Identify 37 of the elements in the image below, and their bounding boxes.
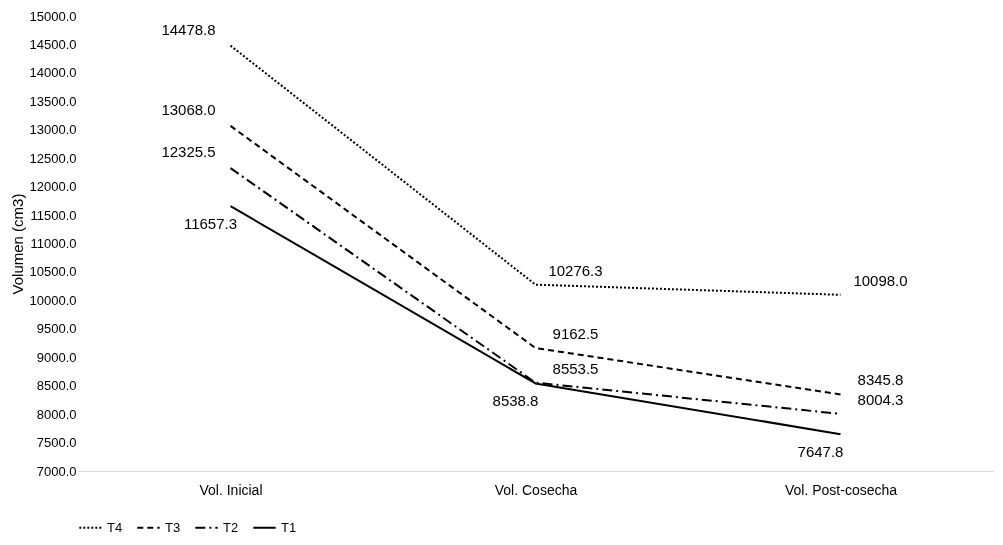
legend-label: T2 bbox=[223, 519, 239, 535]
data-label: 9162.5 bbox=[552, 325, 599, 343]
y-tick-label: 9500.0 bbox=[36, 321, 77, 337]
y-tick-label: 7000.0 bbox=[36, 463, 77, 479]
y-tick-label: 10000.0 bbox=[29, 292, 77, 308]
y-tick-label: 15000.0 bbox=[29, 8, 77, 24]
y-axis-title: Volumen (cm3) bbox=[8, 193, 26, 295]
y-tick-label: 8000.0 bbox=[36, 406, 77, 422]
data-label: 10276.3 bbox=[548, 261, 603, 279]
y-tick-label: 10500.0 bbox=[29, 264, 77, 280]
legend-label: T3 bbox=[165, 519, 181, 535]
y-tick-label: 13000.0 bbox=[29, 122, 77, 138]
data-label: 8004.3 bbox=[857, 390, 904, 408]
legend-label: T4 bbox=[107, 519, 123, 535]
x-tick-label: Vol. Post-cosecha bbox=[784, 481, 898, 498]
data-label: 11657.3 bbox=[183, 215, 238, 233]
y-tick-label: 13500.0 bbox=[29, 93, 77, 109]
data-label: 8538.8 bbox=[492, 392, 539, 410]
y-tick-label: 14000.0 bbox=[29, 65, 77, 81]
y-tick-label: 14500.0 bbox=[29, 36, 77, 52]
y-tick-label: 9000.0 bbox=[36, 349, 77, 365]
data-label: 8345.8 bbox=[857, 371, 904, 389]
y-tick-label: 8500.0 bbox=[36, 378, 77, 394]
x-tick-label: Vol. Inicial bbox=[199, 481, 263, 498]
data-label: 12325.5 bbox=[161, 143, 216, 161]
x-tick-label: Vol. Cosecha bbox=[494, 481, 578, 498]
legend-label: T1 bbox=[281, 519, 297, 535]
y-tick-label: 12000.0 bbox=[29, 179, 77, 195]
data-label: 14478.8 bbox=[161, 20, 216, 38]
y-tick-label: 11500.0 bbox=[30, 207, 77, 223]
y-tick-label: 7500.0 bbox=[36, 435, 77, 451]
data-label: 10098.0 bbox=[853, 271, 908, 289]
y-tick-label: 11000.0 bbox=[30, 236, 77, 251]
data-label: 7647.8 bbox=[797, 443, 844, 461]
data-label: 13068.0 bbox=[161, 100, 216, 118]
data-label: 8553.5 bbox=[552, 359, 599, 377]
y-tick-label: 12500.0 bbox=[29, 150, 77, 166]
